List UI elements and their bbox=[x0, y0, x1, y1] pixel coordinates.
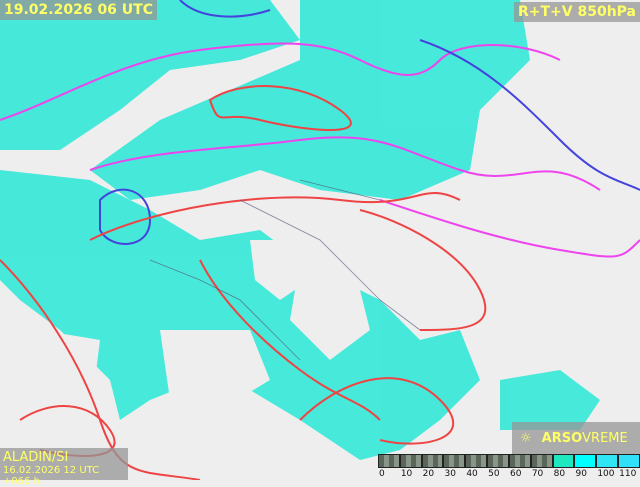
legend-swatch bbox=[488, 455, 510, 467]
legend-swatch bbox=[619, 455, 639, 467]
legend-swatch bbox=[597, 455, 620, 467]
legend-tick-label: 100 bbox=[597, 469, 615, 479]
model-info: ALADIN/SI 16.02.2026 12 UTC +066 h bbox=[0, 448, 128, 487]
legend-ticks: 0 10 20 30 40 50 60 70 80 90 100 110 bbox=[378, 468, 640, 480]
arso-logo: ☼ ARSOVREME bbox=[512, 422, 640, 454]
brand-light: VREME bbox=[582, 430, 628, 446]
legend-swatches bbox=[378, 454, 640, 468]
legend-tick-label: 90 bbox=[575, 469, 587, 479]
legend-tick-label: 0 bbox=[379, 469, 385, 479]
legend-tick-label: 70 bbox=[531, 469, 544, 479]
legend-tick-label: 80 bbox=[553, 469, 566, 479]
run-info: 16.02.2026 12 UTC +066 h bbox=[3, 465, 100, 487]
legend-tick-label: 30 bbox=[444, 469, 456, 479]
brand-bold: ARSO bbox=[541, 430, 583, 446]
legend-swatch bbox=[531, 455, 554, 467]
legend-tick-label: 40 bbox=[466, 469, 478, 479]
legend-swatch bbox=[379, 455, 401, 467]
legend-swatch bbox=[553, 455, 576, 467]
legend-tick-label: 60 bbox=[510, 469, 522, 479]
legend-tick-label: 110 bbox=[619, 469, 637, 479]
valid-time-label: 19.02.2026 06 UTC bbox=[0, 0, 157, 20]
legend-swatch bbox=[422, 455, 445, 467]
legend-swatch bbox=[444, 455, 467, 467]
coastlines bbox=[149, 179, 421, 361]
humidity-legend: 0 10 20 30 40 50 60 70 80 90 100 110 bbox=[378, 454, 640, 480]
legend-swatch bbox=[575, 455, 598, 467]
sun-icon: ☼ bbox=[520, 430, 532, 446]
humidity-areas-light bbox=[0, 190, 640, 440]
legend-tick-label: 20 bbox=[422, 469, 435, 479]
product-label: R+T+V 850hPa bbox=[513, 2, 640, 22]
model-name: ALADIN/SI bbox=[3, 450, 69, 465]
legend-tick-label: 50 bbox=[488, 469, 500, 479]
legend-swatch bbox=[400, 455, 423, 467]
legend-swatch bbox=[466, 455, 489, 467]
legend-swatch bbox=[509, 455, 532, 467]
legend-tick-label: 10 bbox=[400, 469, 413, 479]
